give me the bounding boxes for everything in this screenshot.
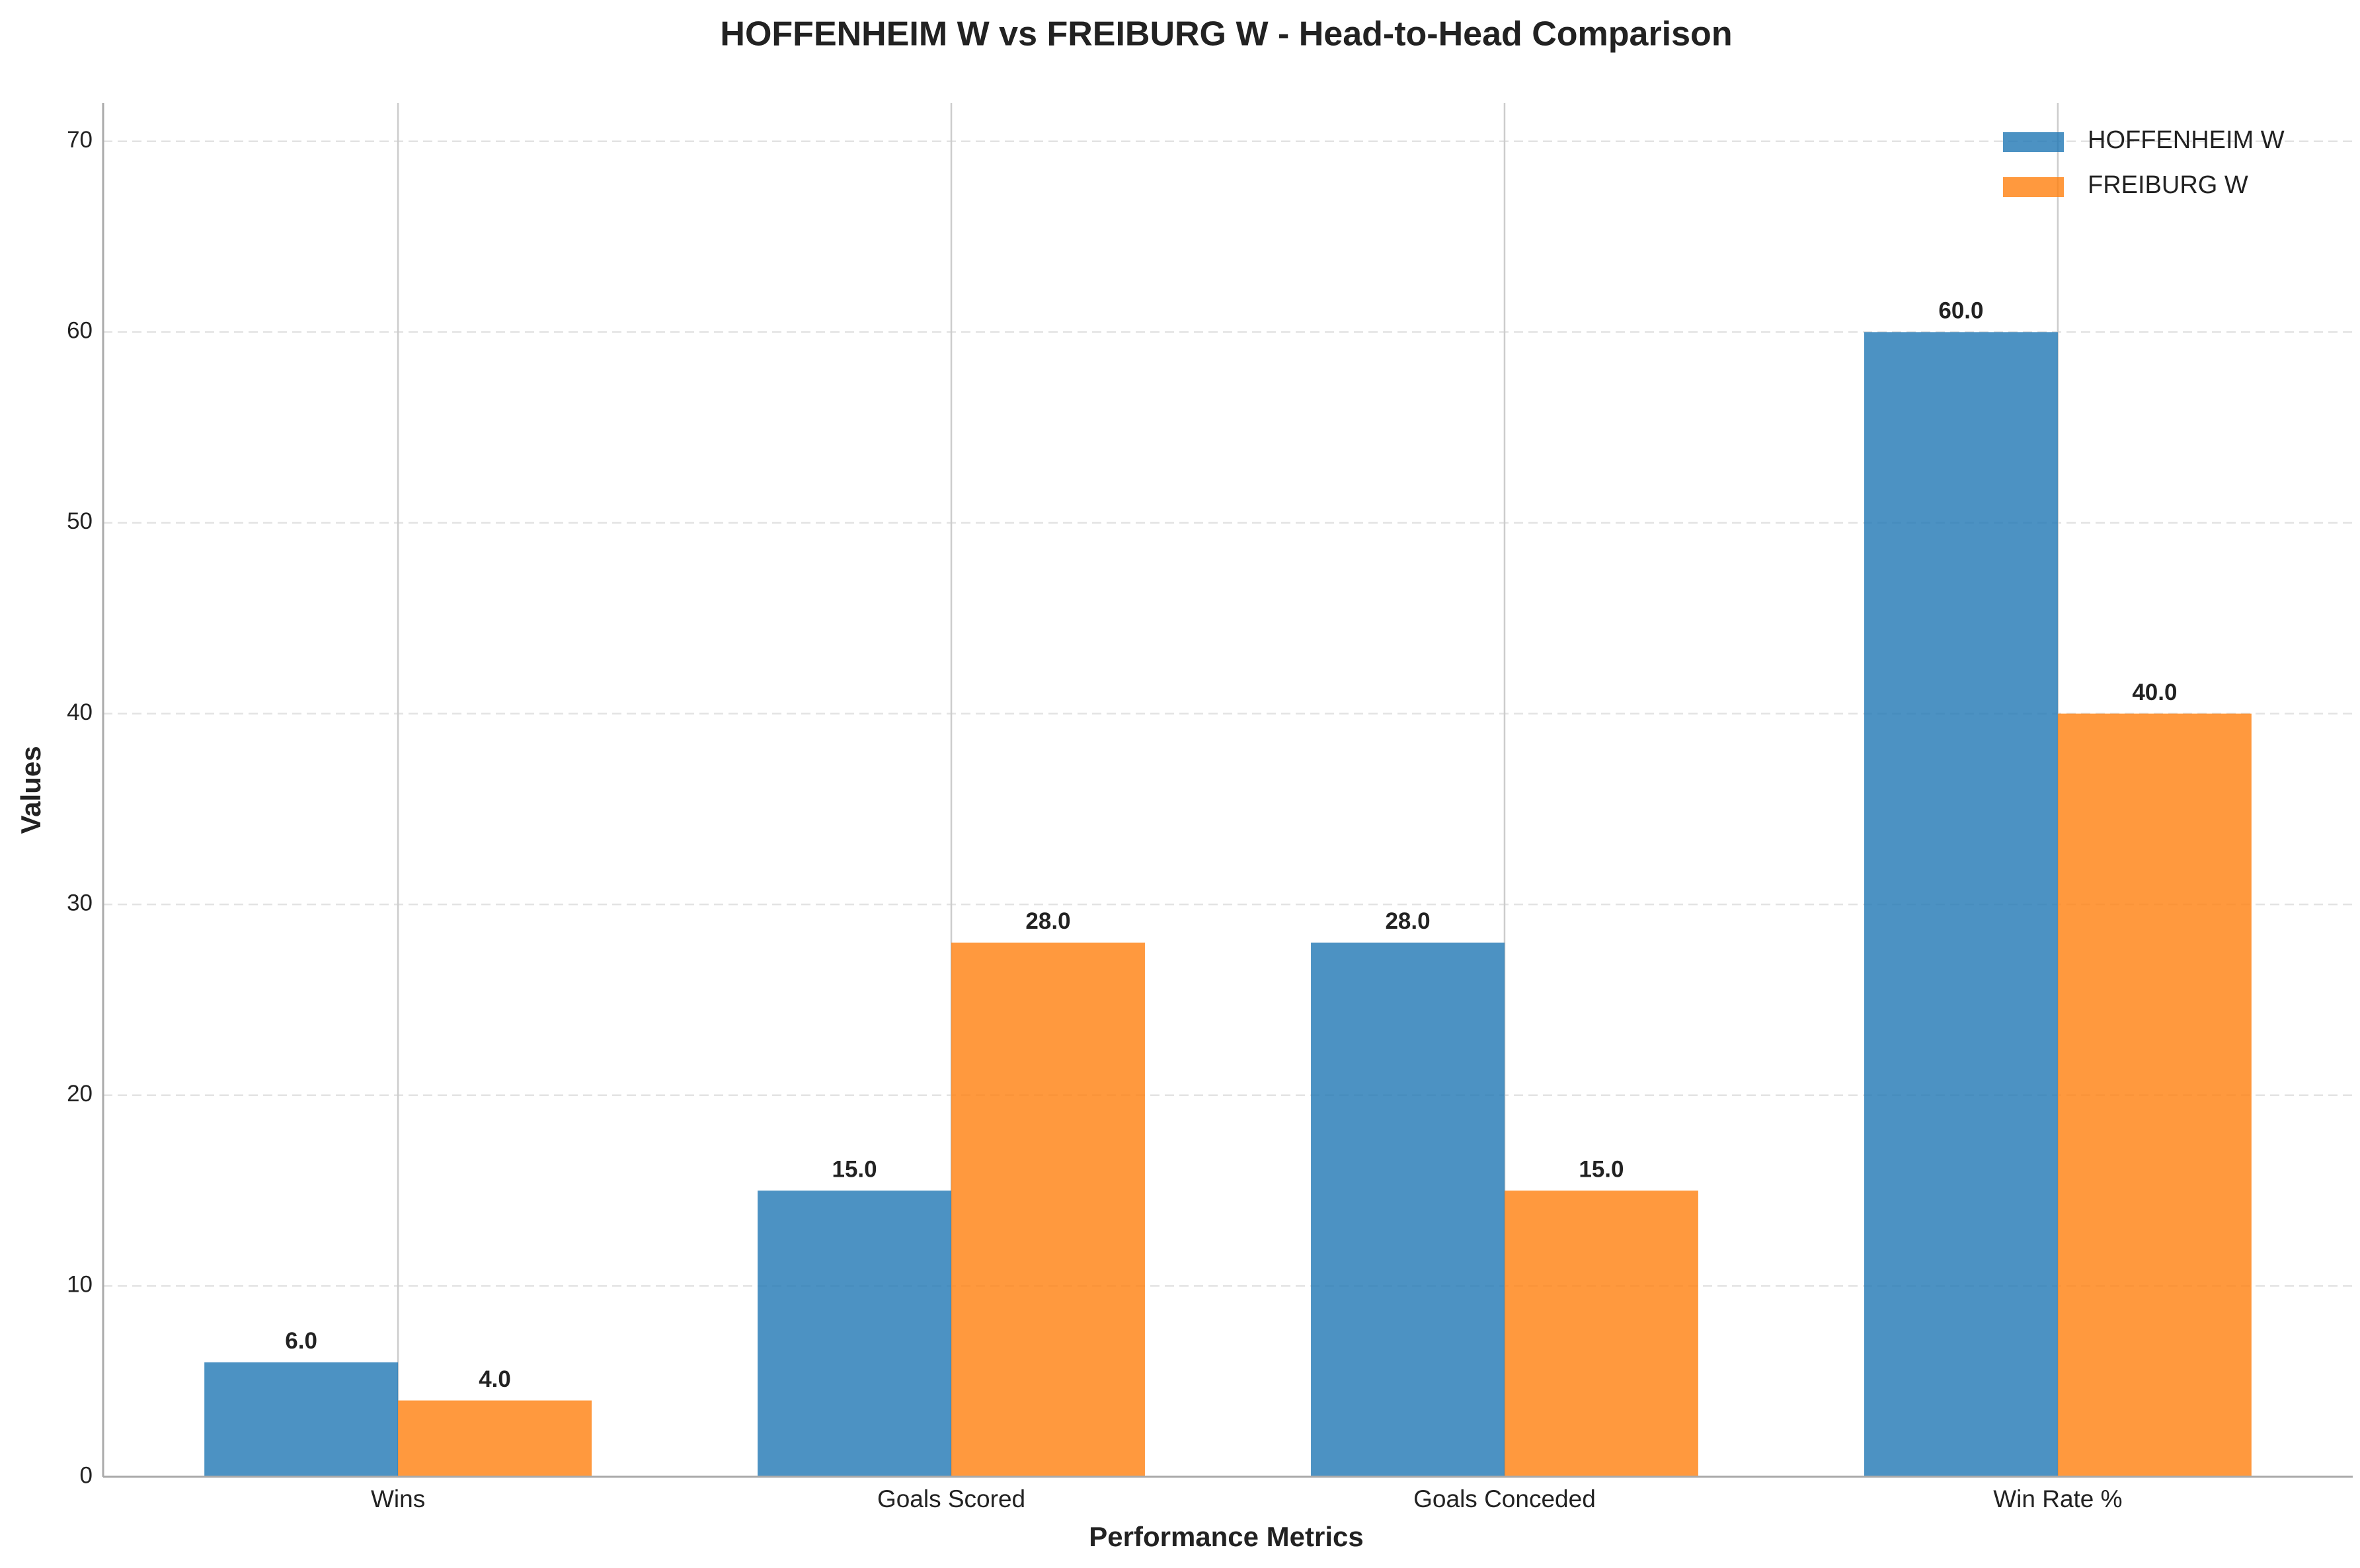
x-axis-label: Performance Metrics xyxy=(1089,1521,1364,1552)
value-label: 28.0 xyxy=(1025,908,1070,934)
y-tick-label: 40 xyxy=(67,699,93,725)
bar xyxy=(1504,1191,1698,1477)
bar xyxy=(398,1400,592,1477)
value-label: 6.0 xyxy=(285,1328,317,1354)
bar xyxy=(2057,713,2252,1477)
bar xyxy=(204,1362,399,1477)
y-tick-label: 60 xyxy=(67,318,93,344)
value-label: 15.0 xyxy=(832,1156,877,1182)
value-label: 40.0 xyxy=(2132,680,2177,705)
chart-title: HOFFENHEIM W vs FREIBURG W - Head-to-Hea… xyxy=(720,15,1732,54)
value-label: 60.0 xyxy=(1938,298,1983,324)
value-label: 28.0 xyxy=(1385,908,1430,934)
y-axis-label: Values xyxy=(15,746,46,834)
bar xyxy=(1311,942,1505,1477)
bar xyxy=(758,1191,952,1477)
y-tick-label: 0 xyxy=(80,1462,93,1488)
x-tick-label: Wins xyxy=(371,1485,425,1512)
legend-swatch xyxy=(2003,177,2064,197)
x-tick-label: Goals Conceded xyxy=(1413,1485,1596,1512)
value-label: 4.0 xyxy=(479,1366,511,1392)
y-tick-label: 10 xyxy=(67,1272,93,1298)
bar xyxy=(1864,332,2058,1477)
y-tick-label: 30 xyxy=(67,890,93,916)
x-tick-label: Goals Scored xyxy=(877,1485,1025,1512)
legend-label: HOFFENHEIM W xyxy=(2088,126,2285,154)
legend-swatch xyxy=(2003,132,2064,152)
legend-label: FREIBURG W xyxy=(2088,171,2248,199)
y-tick-label: 70 xyxy=(67,127,93,153)
y-tick-label: 20 xyxy=(67,1081,93,1107)
bar xyxy=(951,942,1145,1477)
value-label: 15.0 xyxy=(1579,1156,1624,1182)
x-tick-label: Win Rate % xyxy=(1993,1485,2122,1512)
y-tick-label: 50 xyxy=(67,508,93,534)
